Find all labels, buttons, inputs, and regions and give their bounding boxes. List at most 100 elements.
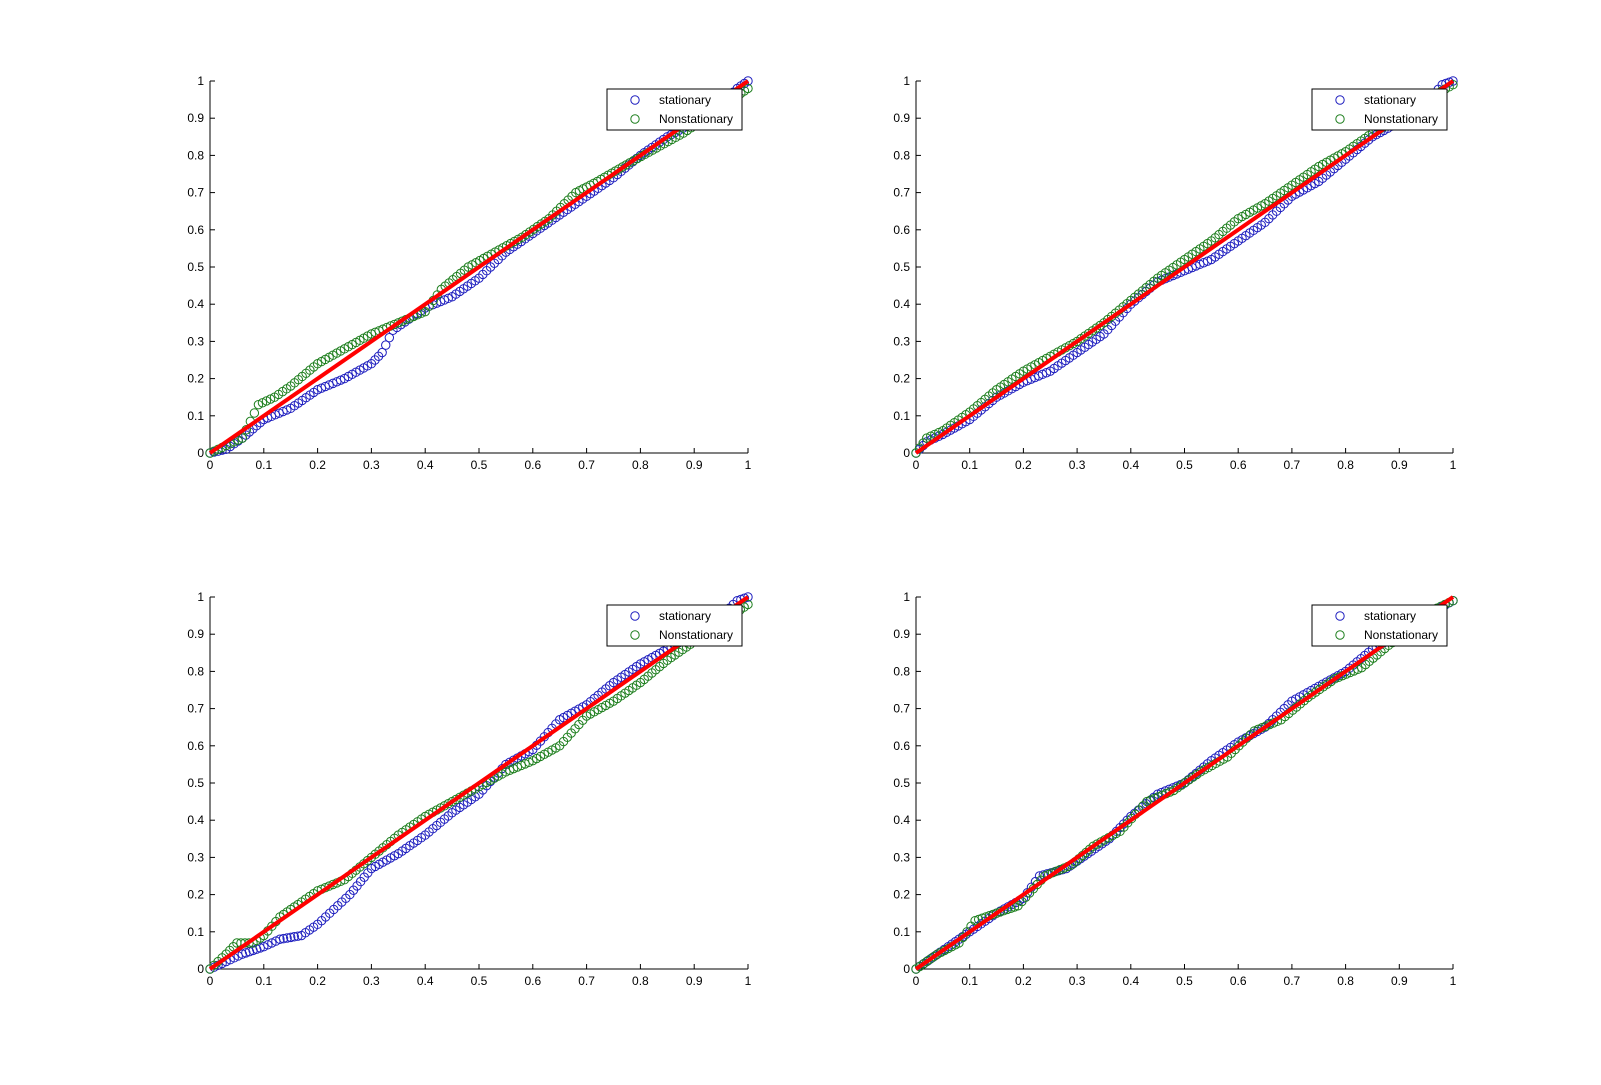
y-tick-label: 0.4 [893,297,910,311]
data-point [293,931,303,941]
y-tick-label: 0 [197,446,204,460]
x-tick-label: 0.7 [578,458,595,472]
y-tick-label: 0.7 [893,702,910,716]
subplot-3: 0 0.1 0.2 0.3 0.4 0.5 0.6 0.7 0.8 0.9 1 0 0.1 0.2 0.3 0… [187,590,753,988]
data-point [743,599,753,610]
x-tick-label: 0.6 [1230,974,1247,988]
data-point [743,76,753,86]
y-tick-label: 0.7 [893,186,910,200]
y-tick-label: 1 [197,74,204,88]
y-tick-label: 0.7 [187,702,204,716]
x-tick-label: 0.7 [1284,458,1301,472]
data-point [384,332,395,343]
legend-label: stationary [659,609,711,623]
y-tick-label: 0.6 [187,223,204,237]
x-tick-label: 0.9 [686,458,703,472]
y-tick-label: 0.9 [893,627,910,641]
x-tick-label: 0 [913,974,920,988]
legend-label: stationary [659,93,711,107]
data-point [249,408,260,418]
y-tick-label: 0.6 [893,739,910,753]
data-point [241,430,251,440]
data-point [278,933,289,944]
x-tick-label: 0.9 [1391,974,1408,988]
legend-marker [630,114,640,124]
y-tick-label: 0.4 [187,813,204,827]
y-tick-label: 0.9 [187,627,204,641]
y-tick-label: 0 [197,962,204,976]
x-tick-label: 0.8 [632,974,649,988]
y-tick-label: 0.6 [893,223,910,237]
x-tick-label: 0.7 [1284,974,1301,988]
x-tick-label: 0.4 [417,974,434,988]
y-tick-label: 0.1 [187,409,204,423]
x-tick-label: 0.7 [578,974,595,988]
x-tick-label: 0 [207,458,214,472]
reference-line [914,595,1455,971]
data-point [381,340,391,350]
data-point [743,592,753,602]
x-tick-label: 1 [745,458,752,472]
y-tick-label: 0.9 [187,111,204,125]
x-tick-label: 0 [207,974,214,988]
data-point [282,933,292,943]
y-tick-label: 0.2 [893,888,910,902]
y-tick-label: 0.1 [893,925,910,939]
y-tick-label: 0.4 [893,813,910,827]
subplot-1: 0 0.1 0.2 0.3 0.4 0.5 0.6 0.7 0.8 0.9 1 0 0.1 0.2 0.3 0… [187,74,753,472]
x-tick-label: 0.4 [417,458,434,472]
x-tick-label: 0.6 [1230,458,1247,472]
legend-label: Nonstationary [1364,112,1438,126]
x-tick-label: 0.4 [1122,458,1139,472]
x-tick-label: 0.2 [309,458,326,472]
y-tick-label: 1 [903,74,910,88]
y-tick-label: 0 [903,446,910,460]
y-tick-label: 0 [903,962,910,976]
y-tick-label: 0.3 [893,850,910,864]
legend-box [606,604,743,647]
x-tick-label: 0.9 [686,974,703,988]
legend: stationary Nonstationary [606,604,743,647]
legend-marker [630,630,640,640]
x-tick-label: 0.1 [255,974,272,988]
x-tick-label: 1 [1450,458,1457,472]
reference-line [914,79,1455,455]
y-tick-label: 0.1 [893,409,910,423]
x-tick-label: 0.6 [524,974,541,988]
x-tick-label: 0.5 [471,974,488,988]
x-tick-label: 0.5 [471,458,488,472]
legend-label: Nonstationary [659,112,733,126]
x-tick-label: 0.3 [1069,974,1086,988]
reference-line [208,79,750,455]
data-point [743,83,753,94]
x-tick-label: 0.3 [363,974,380,988]
x-tick-label: 0.8 [1337,458,1354,472]
x-tick-label: 0.8 [1337,974,1354,988]
legend: stationary Nonstationary [606,88,743,131]
y-tick-label: 1 [903,590,910,604]
x-tick-label: 0.3 [1069,458,1086,472]
data-point [911,448,921,458]
legend: stationary Nonstationary [1311,88,1448,131]
legend-label: Nonstationary [659,628,733,642]
data-point [289,932,299,942]
y-tick-label: 1 [197,590,204,604]
data-point [286,932,296,943]
y-tick-label: 0.5 [187,260,204,274]
legend-label: Nonstationary [1364,628,1438,642]
legend: stationary Nonstationary [1311,604,1448,647]
x-tick-label: 0.1 [961,458,978,472]
x-tick-label: 1 [745,974,752,988]
y-tick-label: 0.7 [187,186,204,200]
x-tick-label: 0.3 [363,458,380,472]
y-tick-label: 0.3 [187,334,204,348]
legend-box [606,88,743,131]
subplot-2: 0 0.1 0.2 0.3 0.4 0.5 0.6 0.7 0.8 0.9 1 0 0.1 0.2 0.3 0… [893,74,1458,472]
y-tick-label: 0.8 [893,148,910,162]
y-tick-label: 0.8 [187,148,204,162]
y-tick-label: 0.6 [187,739,204,753]
y-tick-label: 0.3 [187,850,204,864]
data-point [377,347,387,358]
reference-line [208,595,750,971]
